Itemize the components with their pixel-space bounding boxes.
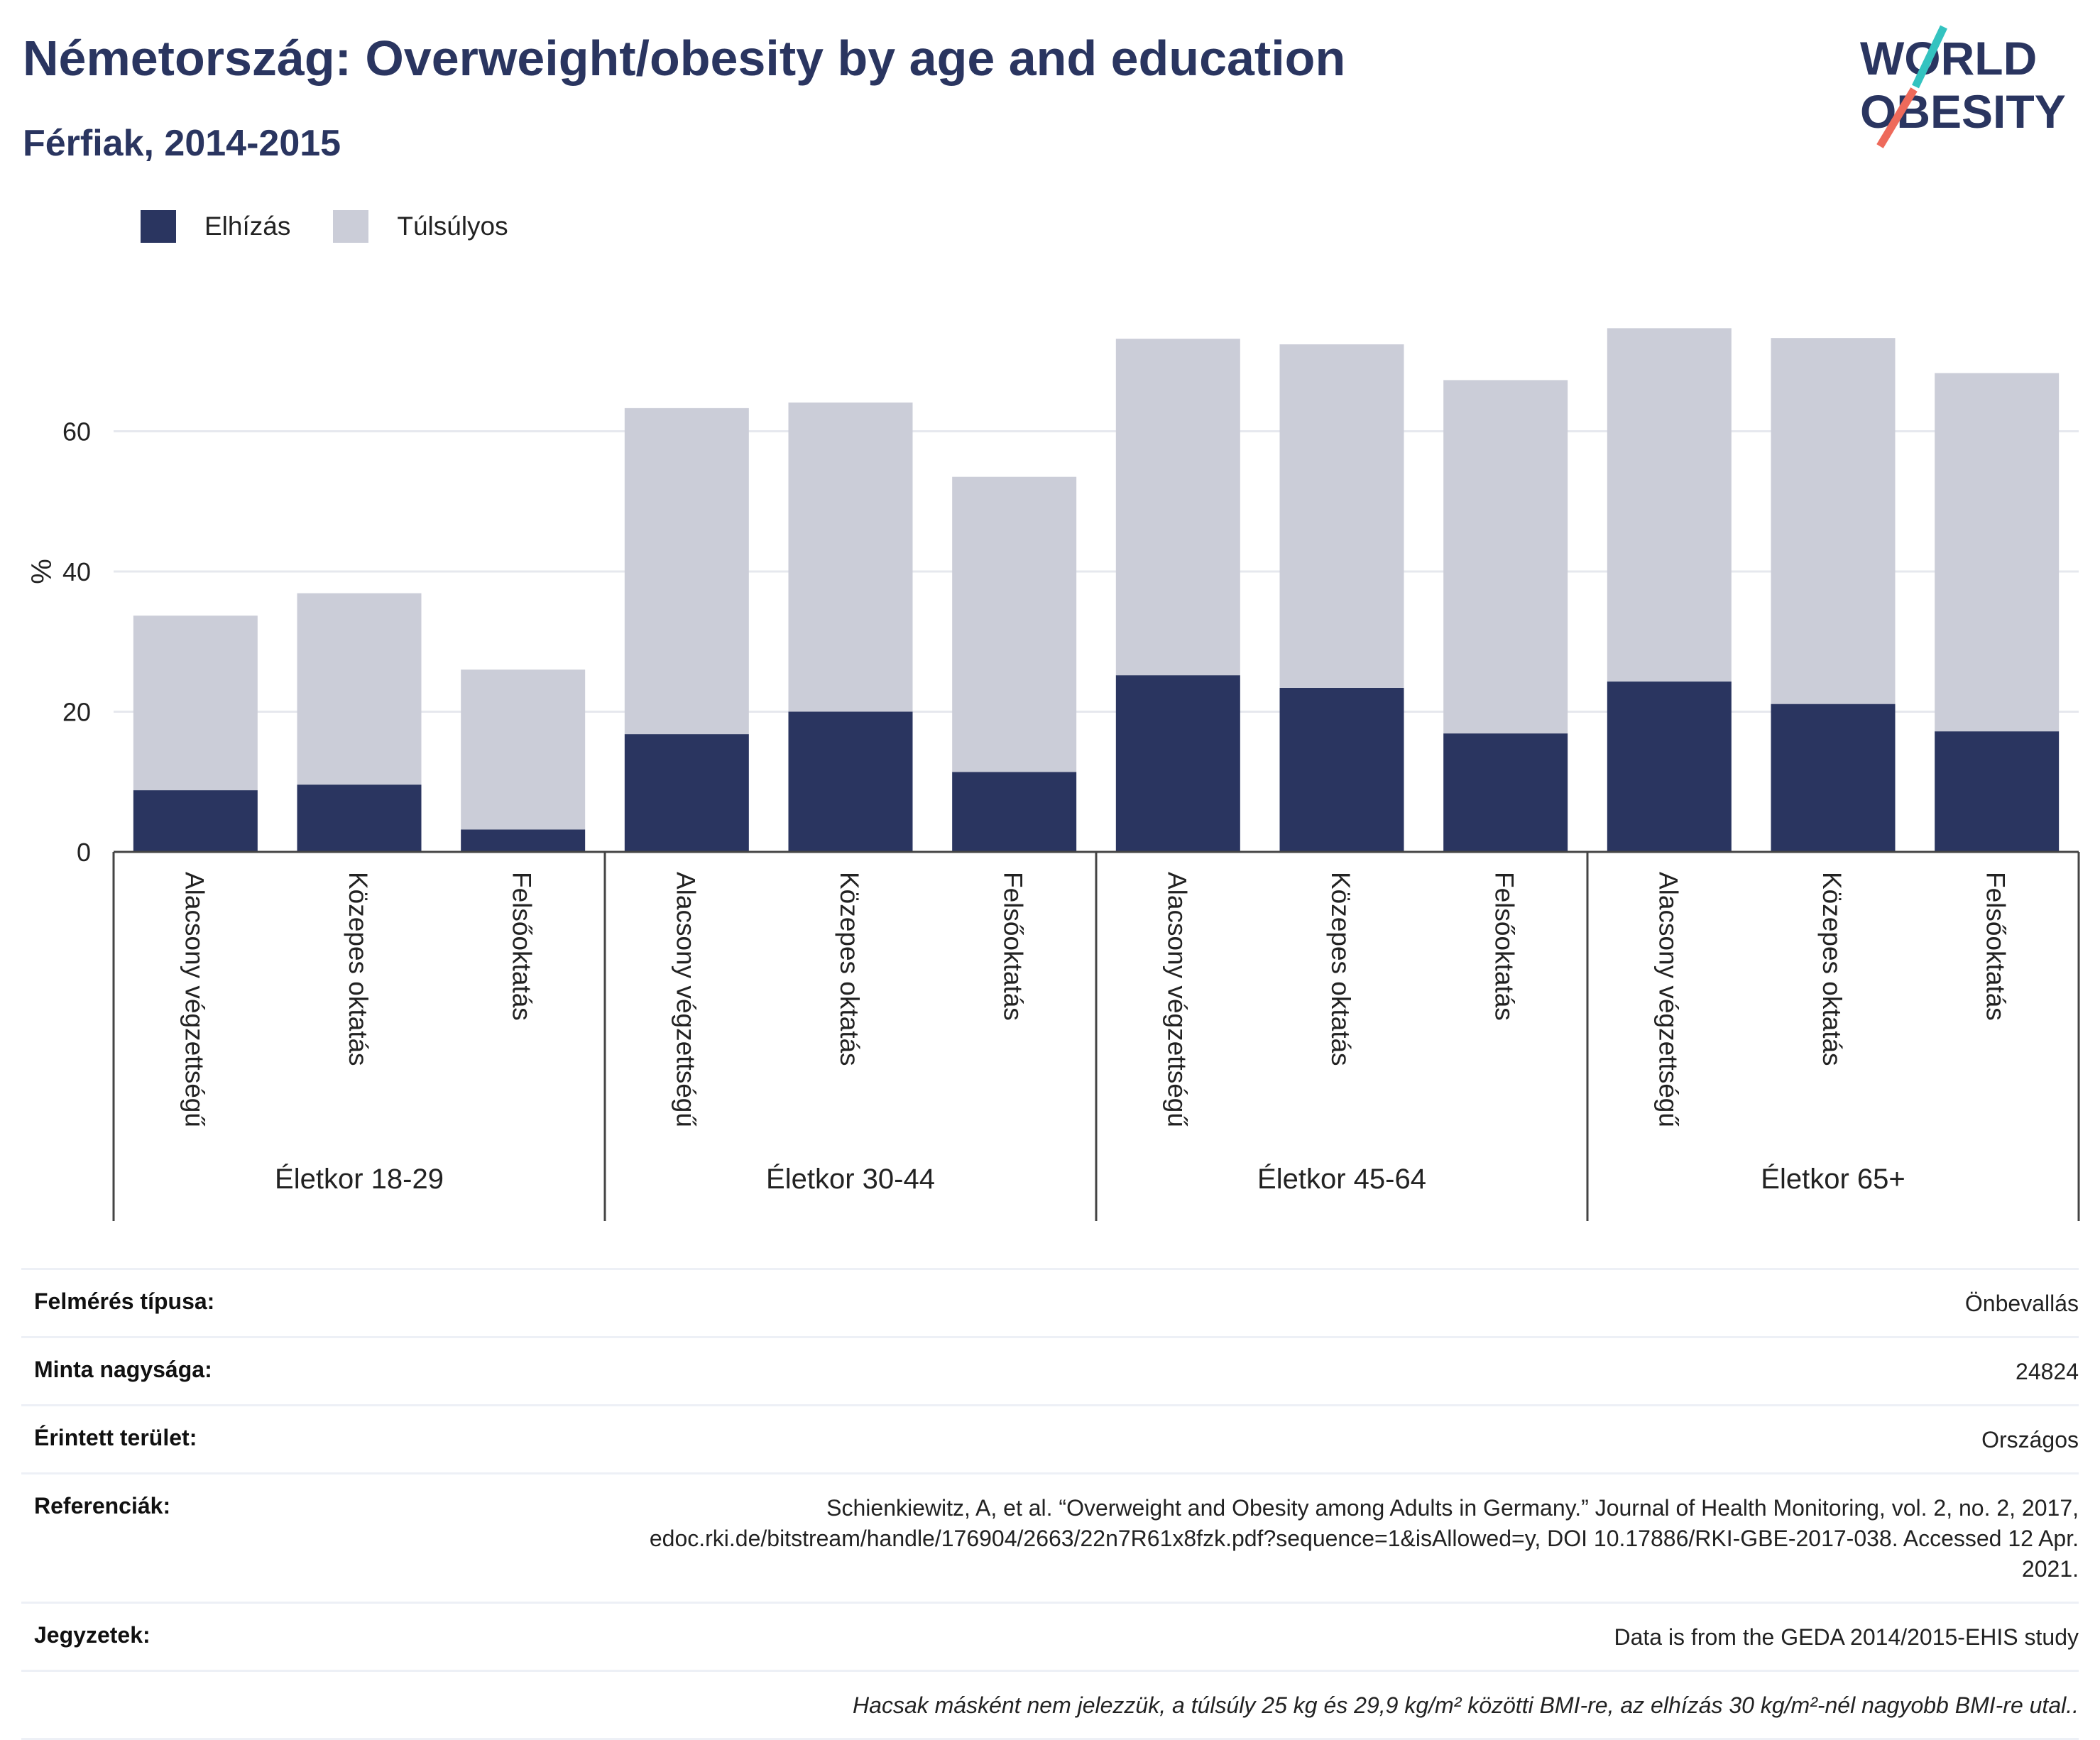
meta-key: Érintett terület: [34, 1425, 197, 1450]
bar-tulsulyos [952, 476, 1077, 772]
meta-value: Data is from the GEDA 2014/2015-EHIS stu… [1614, 1624, 2079, 1650]
bar-tulsulyos [133, 615, 258, 791]
meta-key: Jegyzetek: [34, 1622, 151, 1648]
x-category-label: Alacsony végzettségű [180, 872, 209, 1127]
logo-slash-coral [1876, 87, 1918, 148]
legend-swatch-tulsulyos [333, 210, 369, 243]
legend-label-elhizas: Elhízás [204, 212, 291, 241]
x-group-label: Életkor 65+ [1761, 1163, 1905, 1195]
meta-key: Referenciák: [34, 1493, 171, 1519]
x-category-label: Felsőoktatás [1981, 872, 2011, 1021]
x-group-label: Életkor 30-44 [766, 1163, 935, 1195]
meta-value: Schienkiewitz, A, et al. “Overweight and… [649, 1495, 2079, 1582]
x-category-label: Alacsony végzettségű [1653, 872, 1683, 1127]
meta-row-sample-size: Minta nagysága: 24824 [21, 1336, 2079, 1404]
bar-tulsulyos [297, 593, 422, 785]
x-group-label: Életkor 18-29 [275, 1163, 444, 1195]
legend-item-elhizas[interactable]: Elhízás [141, 210, 290, 243]
bar-elhizas [1607, 682, 1732, 852]
y-tick-label: 60 [62, 417, 91, 447]
bar-tulsulyos [1115, 339, 1240, 676]
meta-value: Önbevallás [1964, 1291, 2079, 1316]
bar-tulsulyos [1279, 344, 1404, 688]
bar-elhizas [133, 790, 258, 852]
meta-value: 24824 [2016, 1359, 2079, 1384]
x-category-label: Közepes oktatás [1326, 872, 1355, 1066]
bar-elhizas [461, 829, 586, 852]
y-axis-label: % [26, 559, 58, 584]
bar-elhizas [297, 784, 422, 852]
meta-row-area: Érintett terület: Országos [21, 1404, 2079, 1472]
page-subtitle: Férfiak, 2014-2015 [23, 123, 341, 164]
bar-elhizas [1771, 704, 1896, 852]
logo-line1: WORLD [1860, 32, 2037, 84]
x-group-label: Életkor 45-64 [1257, 1163, 1426, 1195]
bar-elhizas [1443, 733, 1568, 852]
bar-tulsulyos [788, 403, 913, 712]
bar-tulsulyos [1607, 328, 1732, 682]
meta-value: Országos [1981, 1427, 2079, 1452]
bar-tulsulyos [461, 669, 586, 830]
bar-elhizas [788, 711, 913, 852]
bar-elhizas [1279, 687, 1404, 852]
footnote: Hacsak másként nem jelezzük, a túlsúly 2… [853, 1692, 2079, 1718]
bar-elhizas [1115, 675, 1240, 852]
bar-elhizas [624, 734, 749, 852]
y-tick-label: 0 [77, 838, 91, 867]
x-category-label: Felsőoktatás [1490, 872, 1519, 1021]
stacked-bar-chart: 0 20 40 60% Alacsony végzettségű Közepes okta… [26, 328, 2080, 1221]
meta-row-footnote: Hacsak másként nem jelezzük, a túlsúly 2… [21, 1670, 2079, 1740]
bar-tulsulyos [1771, 338, 1896, 704]
x-category-label: Felsőoktatás [999, 872, 1028, 1021]
chart-legend: Elhízás Túlsúlyos [141, 210, 551, 243]
logo-slash-teal [1912, 25, 1947, 89]
meta-row-references: Referenciák: Schienkiewitz, A, et al. “O… [21, 1472, 2079, 1602]
metadata-table: Felmérés típusa: Önbevallás Minta nagysá… [21, 1268, 2079, 1740]
bar-tulsulyos [1935, 373, 2060, 732]
bar-elhizas [952, 772, 1077, 852]
legend-item-tulsulyos[interactable]: Túlsúlyos [333, 210, 508, 243]
x-category-label: Alacsony végzettségű [1162, 872, 1191, 1127]
meta-key: Minta nagysága: [34, 1357, 212, 1382]
meta-row-notes: Jegyzetek: Data is from the GEDA 2014/20… [21, 1602, 2079, 1670]
legend-swatch-elhizas [141, 210, 176, 243]
x-category-label: Alacsony végzettségű [671, 872, 700, 1127]
bar-elhizas [1935, 731, 2060, 852]
page-title: Németország: Overweight/obesity by age a… [23, 31, 1346, 86]
bar-tulsulyos [624, 407, 749, 735]
y-tick-label: 40 [62, 557, 91, 586]
legend-label-tulsulyos: Túlsúlyos [397, 212, 508, 241]
x-category-label: Közepes oktatás [1817, 872, 1847, 1066]
x-category-label: Felsőoktatás [508, 872, 537, 1021]
x-category-label: Közepes oktatás [835, 872, 864, 1066]
meta-key: Felmérés típusa: [34, 1288, 215, 1314]
meta-row-survey-type: Felmérés típusa: Önbevallás [21, 1268, 2079, 1336]
x-category-label: Közepes oktatás [344, 872, 373, 1066]
y-tick-label: 20 [62, 698, 91, 727]
world-obesity-logo: WORLD OBESITY [1860, 25, 2066, 148]
bar-tulsulyos [1443, 380, 1568, 734]
